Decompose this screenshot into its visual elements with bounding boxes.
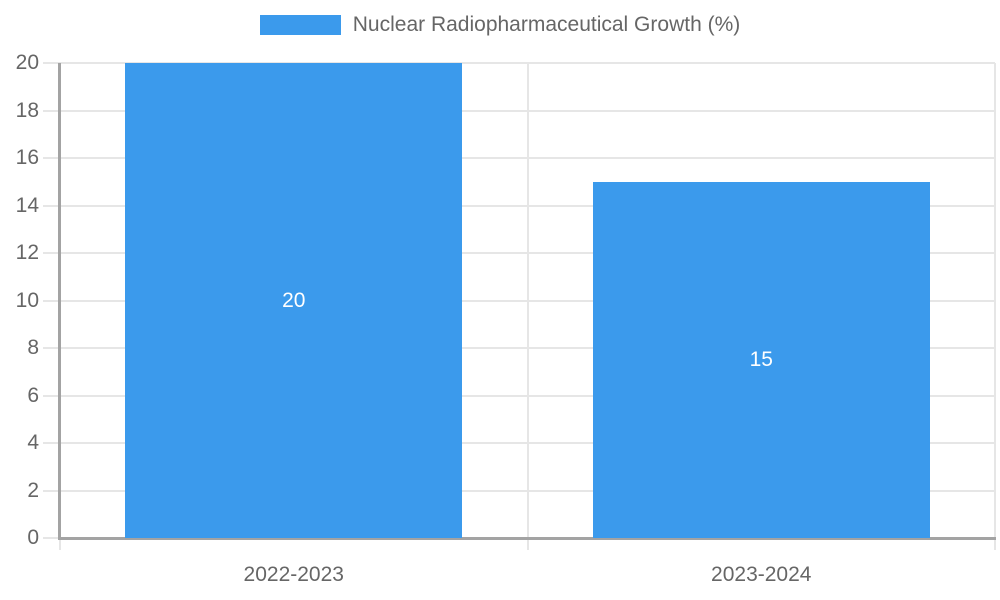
y-tick-label: 4 (27, 431, 39, 454)
x-gridline (526, 63, 529, 538)
y-axis-tick (43, 442, 60, 444)
bar-2023-2024[interactable] (592, 181, 930, 538)
legend-swatch (259, 15, 341, 35)
y-axis-tick (43, 489, 60, 492)
y-tick-label: 16 (15, 146, 39, 169)
y-tick-label: 14 (15, 193, 39, 217)
y-tick-label: 12 (15, 241, 39, 264)
x-gridline (994, 63, 996, 538)
x-tick-label: 2023-2024 (711, 563, 812, 586)
y-axis-tick (43, 394, 60, 397)
bar-value-label: 15 (749, 347, 773, 371)
y-tick-label: 8 (27, 336, 39, 359)
y-axis-line (58, 63, 61, 540)
bar-2022-2023[interactable] (125, 63, 463, 538)
x-axis-line (58, 537, 996, 540)
y-tick-label: 2 (27, 478, 39, 502)
x-axis-tick (526, 538, 529, 550)
x-tick-label: 2022-2023 (243, 563, 344, 586)
x-axis-tick (994, 538, 996, 550)
y-axis-tick (43, 299, 60, 302)
y-axis-tick (43, 109, 60, 112)
y-axis-tick (43, 157, 60, 159)
y-tick-label: 0 (27, 526, 39, 549)
y-tick-label: 20 (15, 51, 39, 74)
bar-value-label: 20 (282, 288, 306, 312)
y-axis-tick (43, 252, 60, 254)
legend-item[interactable]: Nuclear Radiopharmaceutical Growth (%) (0, 13, 1000, 37)
y-axis-tick (43, 204, 60, 207)
x-axis-tick (59, 538, 61, 550)
y-tick-label: 18 (15, 98, 39, 122)
legend-label: Nuclear Radiopharmaceutical Growth (%) (352, 13, 741, 36)
y-axis-tick (43, 347, 60, 349)
y-axis-tick (43, 62, 60, 64)
y-tick-label: 10 (15, 288, 39, 312)
y-tick-label: 6 (27, 383, 39, 407)
y-axis-tick (43, 537, 60, 539)
